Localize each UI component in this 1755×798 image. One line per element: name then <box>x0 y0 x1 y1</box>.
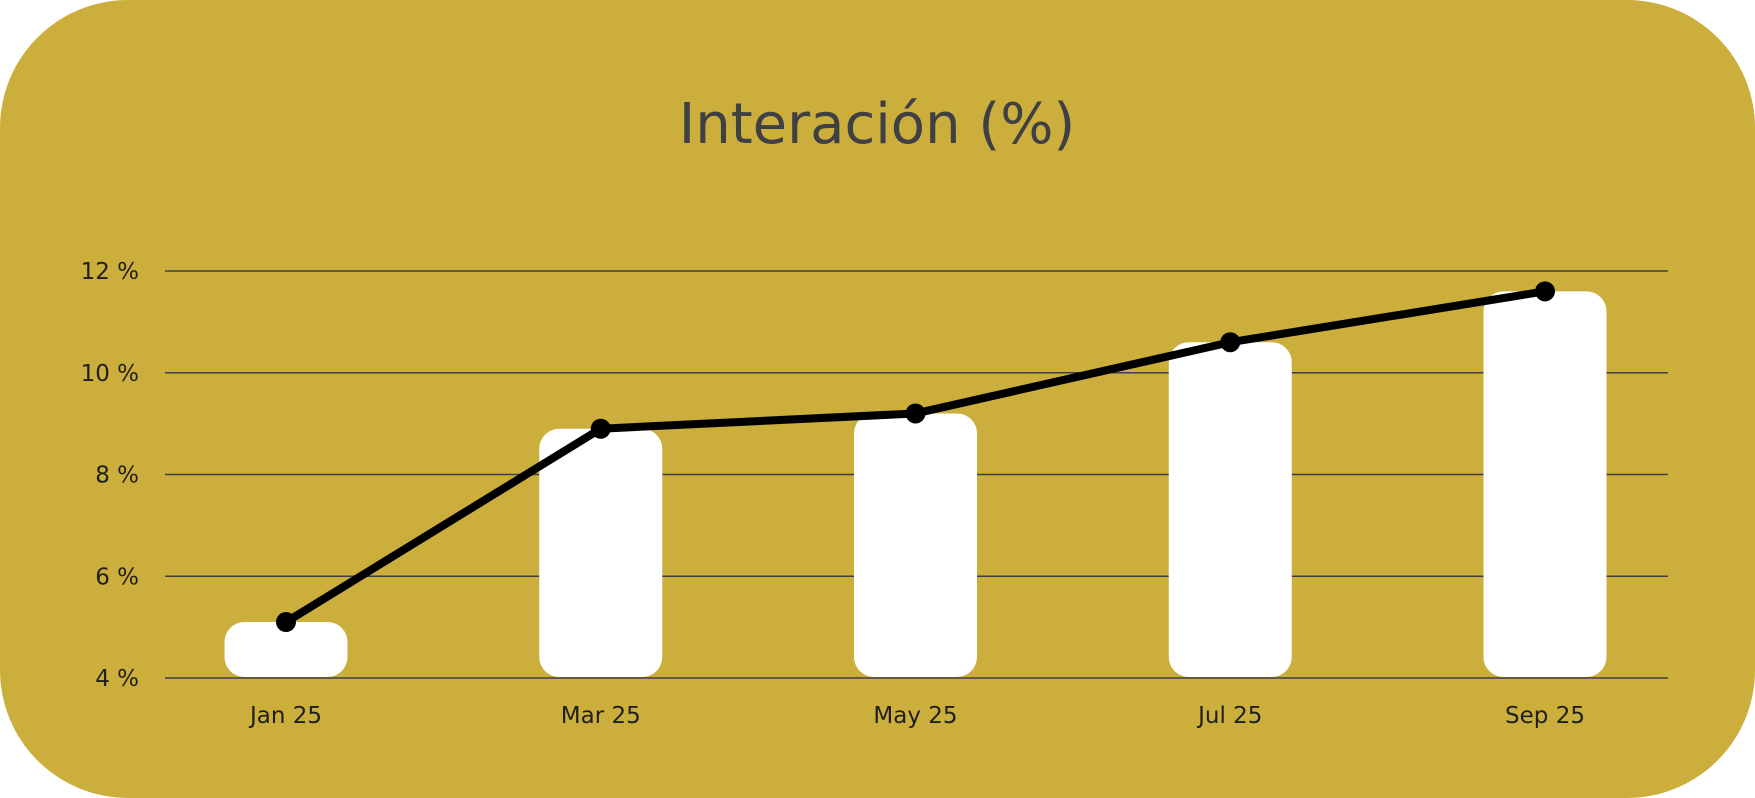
bar-may-25 <box>854 413 977 677</box>
line-point <box>905 403 926 424</box>
y-tick-label: 10 % <box>81 361 139 387</box>
y-tick-label: 4 % <box>95 666 139 692</box>
y-tick-label: 8 % <box>95 463 139 489</box>
x-tick-label: Jan 25 <box>248 703 322 729</box>
line-point <box>276 612 296 633</box>
bar-jan-25 <box>224 622 348 677</box>
x-tick-label: Mar 25 <box>561 703 641 729</box>
y-tick-label: 12 % <box>81 259 139 285</box>
bar-mar-25 <box>539 428 663 677</box>
line-point <box>1535 281 1555 302</box>
bar-sep-25 <box>1483 291 1607 677</box>
y-tick-label: 6 % <box>95 564 139 590</box>
x-tick-label: May 25 <box>873 703 957 729</box>
chart-title: Interación (%) <box>679 92 1076 157</box>
line-point <box>590 418 611 439</box>
bar-jul-25 <box>1168 342 1292 677</box>
line-point <box>1220 332 1241 353</box>
x-tick-label: Jul 25 <box>1196 703 1262 729</box>
x-tick-label: Sep 25 <box>1505 703 1585 729</box>
